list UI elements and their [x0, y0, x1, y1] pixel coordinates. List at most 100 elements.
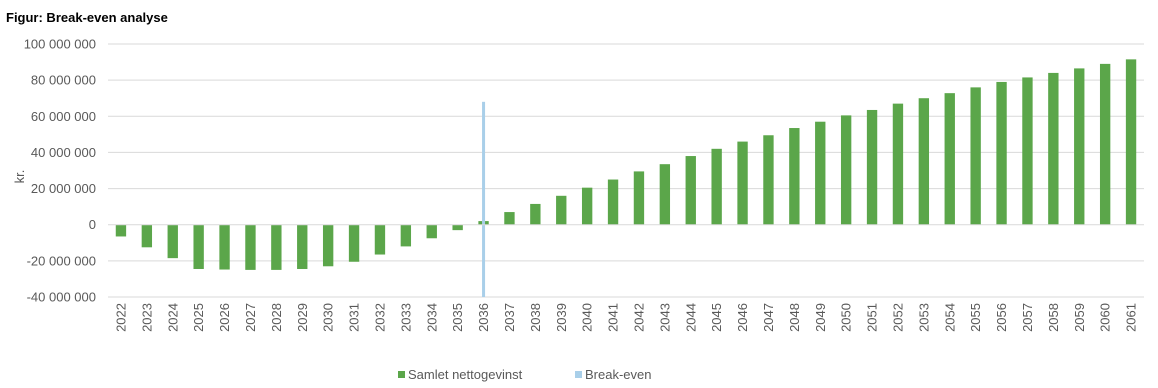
y-tick-label: 40 000 000	[31, 145, 96, 160]
bar-2043	[659, 164, 671, 225]
x-tick-label: 2048	[787, 303, 802, 332]
y-tick-label: 60 000 000	[31, 109, 96, 124]
bar-2027	[245, 224, 256, 270]
bar-2050	[840, 115, 852, 225]
bar-2032	[374, 224, 386, 255]
x-tick-label: 2055	[968, 303, 983, 332]
chart-title: Figur: Break-even analyse	[6, 10, 168, 25]
x-tick-label: 2044	[683, 303, 698, 332]
bar-2024	[167, 224, 178, 259]
bar-2033	[400, 224, 412, 247]
x-tick-label: 2038	[528, 303, 543, 332]
x-tick-label: 2035	[450, 303, 465, 332]
bar-2031	[348, 224, 360, 262]
bar-2022	[115, 224, 127, 237]
x-tick-label: 2052	[890, 303, 905, 332]
y-axis-label: kr.	[12, 170, 27, 184]
x-tick-label: 2039	[554, 303, 569, 332]
x-tick-label: 2041	[606, 303, 621, 332]
bar-2060	[1099, 63, 1111, 225]
y-tick-label: 100 000 000	[24, 37, 96, 52]
bar-2042	[633, 171, 645, 225]
bar-2057	[1022, 77, 1033, 225]
bar-2035	[452, 224, 463, 231]
x-tick-label: 2026	[217, 303, 232, 332]
x-tick-label: 2024	[165, 303, 180, 332]
x-tick-label: 2058	[1046, 303, 1061, 332]
bar-2030	[322, 224, 334, 267]
x-tick-label: 2049	[813, 303, 828, 332]
x-tick-label: 2056	[994, 303, 1009, 332]
bar-2061	[1125, 59, 1137, 225]
bar-2056	[996, 81, 1007, 225]
bar-2040	[581, 187, 593, 225]
x-axis-ticks: 2022 2023 2024 2025 2026 2027 2028 2029 2030 2031…	[113, 303, 1138, 332]
bar-2038	[530, 203, 541, 225]
x-tick-label: 2025	[191, 303, 206, 332]
bar-2037	[504, 212, 515, 225]
bar-2053	[918, 98, 930, 225]
x-tick-label: 2033	[398, 303, 413, 332]
gridlines	[108, 43, 1144, 298]
x-tick-label: 2045	[709, 303, 724, 332]
bar-2058	[1048, 72, 1059, 225]
x-tick-label: 2046	[735, 303, 750, 332]
bar-2029	[297, 224, 308, 269]
bar-2045	[711, 148, 722, 225]
x-tick-label: 2051	[865, 303, 880, 332]
x-tick-label: 2043	[657, 303, 672, 332]
bar-2051	[866, 109, 878, 225]
bar-2034	[426, 224, 437, 239]
y-axis-ticks: -40 000 000 -20 000 000 0 20 000 000 40 000 …	[24, 37, 96, 305]
bar-2041	[607, 179, 619, 225]
x-tick-label: 2042	[631, 303, 646, 332]
x-tick-label: 2023	[139, 303, 154, 332]
legend-label-break-even: Break-even	[585, 367, 651, 382]
x-tick-label: 2061	[1124, 303, 1139, 332]
y-tick-label: 20 000 000	[31, 181, 96, 196]
x-tick-label: 2040	[580, 303, 595, 332]
legend: Samlet nettogevinst Break-even	[398, 367, 651, 382]
x-tick-label: 2059	[1072, 303, 1087, 332]
bar-2054	[944, 93, 955, 225]
x-tick-label: 2060	[1098, 303, 1113, 332]
legend-label-samlet-nettogevinst: Samlet nettogevinst	[408, 367, 523, 382]
bar-2028	[271, 224, 282, 270]
x-tick-label: 2028	[269, 303, 284, 332]
x-tick-label: 2032	[372, 303, 387, 332]
x-tick-label: 2047	[761, 303, 776, 332]
x-tick-label: 2057	[1020, 303, 1035, 332]
x-tick-label: 2034	[424, 303, 439, 332]
bar-2047	[763, 135, 774, 225]
bar-2046	[737, 141, 748, 225]
x-tick-label: 2031	[347, 303, 362, 332]
bar-2023	[141, 224, 153, 248]
break-even-line	[482, 101, 486, 297]
legend-swatch-samlet-nettogevinst	[398, 371, 405, 378]
x-tick-label: 2053	[916, 303, 931, 332]
legend-swatch-break-even	[575, 371, 582, 378]
x-tick-label: 2030	[321, 303, 336, 332]
bar-2039	[556, 195, 567, 225]
x-tick-label: 2022	[113, 303, 128, 332]
y-tick-label: 80 000 000	[31, 73, 96, 88]
y-tick-label: -40 000 000	[27, 290, 96, 305]
x-tick-label: 2050	[839, 303, 854, 332]
bar-2025	[193, 224, 204, 269]
x-tick-label: 2027	[243, 303, 258, 332]
bar-2048	[789, 128, 800, 225]
bars	[115, 59, 1137, 270]
bar-2059	[1074, 68, 1085, 225]
x-tick-label: 2054	[942, 303, 957, 332]
bar-2055	[970, 87, 981, 225]
y-tick-label: -20 000 000	[27, 253, 96, 268]
bar-2026	[219, 224, 230, 270]
break-even-marker	[482, 101, 486, 297]
bar-2044	[685, 156, 696, 225]
x-tick-label: 2037	[502, 303, 517, 332]
y-tick-label: 0	[89, 217, 96, 232]
bar-2052	[892, 103, 904, 225]
x-tick-label: 2036	[476, 303, 491, 332]
